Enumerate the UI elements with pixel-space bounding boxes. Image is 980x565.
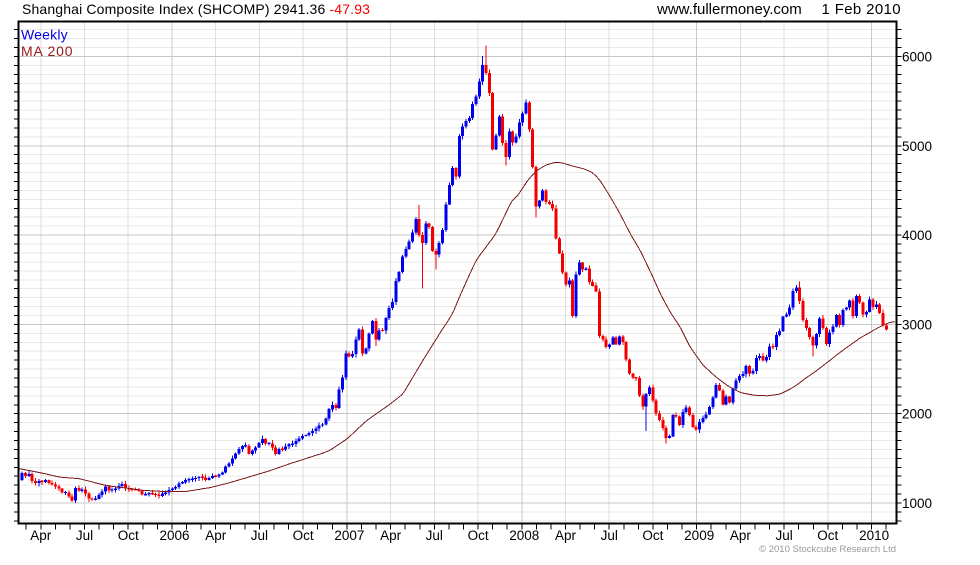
svg-text:Jul: Jul (775, 528, 792, 543)
svg-text:2000: 2000 (902, 407, 932, 422)
svg-text:MA 200: MA 200 (21, 43, 73, 59)
svg-text:Shanghai Composite Index (SHCO: Shanghai Composite Index (SHCOMP) 2941.3… (22, 1, 370, 17)
svg-text:6000: 6000 (902, 50, 932, 65)
svg-text:2008: 2008 (509, 528, 539, 543)
svg-text:Oct: Oct (468, 528, 489, 543)
svg-text:2010: 2010 (859, 528, 889, 543)
svg-text:Apr: Apr (380, 528, 402, 543)
svg-text:1000: 1000 (902, 496, 932, 511)
svg-text:Oct: Oct (817, 528, 838, 543)
svg-text:Oct: Oct (642, 528, 663, 543)
svg-text:1 Feb 2010: 1 Feb 2010 (822, 1, 901, 18)
svg-text:4000: 4000 (902, 228, 932, 243)
svg-text:© 2010 Stockcube Research Ltd: © 2010 Stockcube Research Ltd (759, 544, 896, 555)
svg-text:5000: 5000 (902, 139, 932, 154)
svg-text:www.fullermoney.com: www.fullermoney.com (656, 1, 802, 18)
svg-text:Jul: Jul (251, 528, 268, 543)
svg-text:Jul: Jul (601, 528, 618, 543)
svg-text:Jul: Jul (76, 528, 93, 543)
svg-text:Apr: Apr (555, 528, 577, 543)
svg-text:Oct: Oct (118, 528, 139, 543)
svg-text:Apr: Apr (205, 528, 227, 543)
svg-text:Weekly: Weekly (21, 27, 68, 43)
svg-text:Jul: Jul (426, 528, 443, 543)
svg-text:Apr: Apr (730, 528, 752, 543)
svg-text:2007: 2007 (334, 528, 364, 543)
svg-text:2009: 2009 (684, 528, 714, 543)
svg-text:Apr: Apr (30, 528, 52, 543)
svg-text:3000: 3000 (902, 317, 932, 332)
svg-text:Oct: Oct (293, 528, 314, 543)
svg-text:2006: 2006 (159, 528, 189, 543)
